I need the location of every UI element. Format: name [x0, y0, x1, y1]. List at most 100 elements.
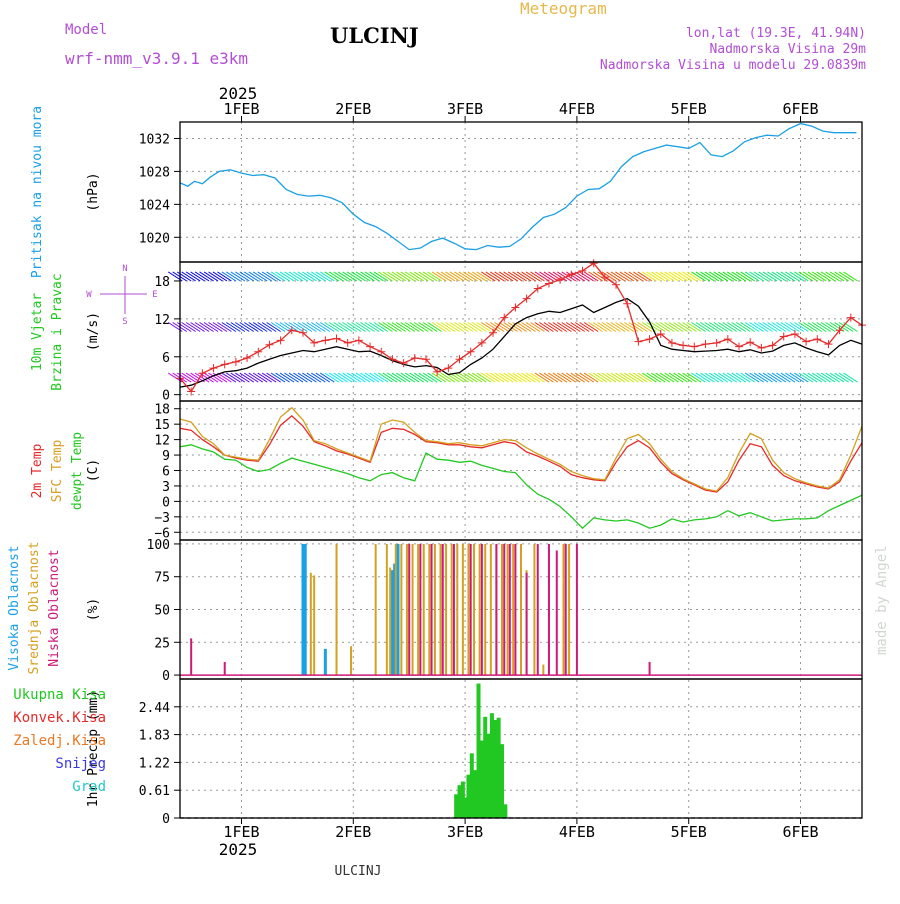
- precip-frame: [179, 678, 863, 819]
- wind-barb: [798, 372, 814, 383]
- clouds-ytick-label: 75: [154, 571, 170, 586]
- wind-barb: [521, 271, 536, 282]
- cloud-bar: [575, 543, 578, 676]
- wind-barb: [226, 322, 241, 332]
- gust-marker: [701, 340, 710, 349]
- wind-barb: [279, 271, 295, 282]
- wind-barb: [767, 271, 782, 282]
- cloud-bar: [374, 543, 377, 676]
- wind-barb: [261, 322, 277, 332]
- wind-barb: [396, 372, 411, 383]
- gust-marker: [410, 354, 419, 363]
- panels: 1020 1024 1028 1032 (hPa) Pritisak na nivou m…: [7, 100, 866, 841]
- wind-barb: [404, 322, 420, 332]
- wind-barb: [239, 322, 255, 332]
- x-tick-bottom-6FEB: 6FEB: [782, 823, 818, 841]
- wind-barb: [744, 322, 760, 332]
- wind-barb: [252, 372, 268, 383]
- wind-barb: [472, 322, 487, 332]
- wind-barb: [369, 322, 384, 332]
- panel-clouds: 0 25 50 75 100 (%) Visoka Oblacnost Srednja Obl…: [7, 538, 863, 684]
- gust-marker: [578, 266, 587, 275]
- gust-marker: [556, 275, 565, 284]
- wind-barb: [749, 322, 764, 332]
- wind-barb: [440, 271, 456, 282]
- wind-barb: [834, 372, 849, 383]
- gust-marker: [477, 338, 486, 347]
- wind-barb: [293, 271, 308, 282]
- wind-barb: [731, 322, 746, 332]
- wind-barb: [217, 271, 232, 282]
- wind-barb: [534, 271, 550, 282]
- wind-barb: [700, 372, 715, 383]
- cloud-bar: [495, 543, 498, 676]
- wind-barb: [530, 271, 545, 282]
- wind-barb: [449, 322, 465, 332]
- wind-barb: [539, 322, 554, 332]
- wind-barb: [753, 372, 769, 383]
- wind-barb: [369, 372, 384, 383]
- wind-barb: [619, 322, 635, 332]
- wind-barb: [771, 271, 787, 282]
- wind-barb: [673, 322, 688, 332]
- gust-marker: [623, 299, 632, 308]
- gust-marker: [813, 335, 822, 344]
- cloud-bar: [508, 543, 511, 676]
- wind-barb: [221, 271, 237, 282]
- wind-barb: [261, 271, 277, 282]
- cloud-bar: [536, 543, 539, 676]
- wind-barb: [843, 372, 858, 383]
- gust-marker: [835, 326, 844, 335]
- wind-barb: [346, 271, 362, 282]
- wind-barb: [516, 271, 532, 282]
- wind-barb: [431, 271, 447, 282]
- wind-barb: [422, 271, 438, 282]
- compass-north: N: [122, 264, 127, 274]
- cloud-bar: [520, 543, 522, 676]
- footer-station: ULCINJ: [335, 864, 382, 879]
- wind-barb: [387, 372, 402, 383]
- wind-barb: [355, 372, 371, 383]
- model-altitude-label: Nadmorska Visina u modelu 29.0839m: [600, 58, 866, 73]
- cloud-bar: [394, 543, 397, 676]
- gust-marker: [522, 294, 531, 303]
- wind-barb: [261, 372, 277, 383]
- wind-barb: [534, 322, 550, 332]
- wind-barb: [252, 271, 268, 282]
- wind-barb: [516, 372, 532, 383]
- gust-marker: [533, 284, 542, 293]
- wind-barb: [530, 322, 545, 332]
- wind-barb: [637, 372, 653, 383]
- wind-barb: [543, 271, 559, 282]
- wind-barb: [740, 271, 755, 282]
- wind-barb: [288, 322, 304, 332]
- wind-barb: [610, 271, 626, 282]
- temperature-series-0: [179, 415, 863, 493]
- gust-marker: [757, 343, 766, 352]
- wind-barb: [422, 372, 438, 383]
- wind-barb: [583, 372, 599, 383]
- cloud-bar: [303, 543, 307, 676]
- wind-barb: [785, 372, 800, 383]
- gust-marker: [723, 335, 732, 344]
- wind-barb: [807, 372, 823, 383]
- cloud-bar: [478, 543, 481, 676]
- wind-barb: [391, 372, 407, 383]
- wind-barb: [771, 372, 787, 383]
- precip-legend-4: Grad: [72, 779, 106, 795]
- wind-barb: [740, 372, 755, 383]
- cloud-bar: [450, 543, 453, 676]
- wind-barb: [673, 372, 688, 383]
- gust-marker: [298, 328, 307, 337]
- cloud-bar: [489, 543, 492, 676]
- gust-marker: [287, 326, 296, 335]
- wind-barb: [619, 271, 635, 282]
- wind-barb: [302, 322, 317, 332]
- wind-barb: [691, 372, 706, 383]
- x-tick-top-5FEB: 5FEB: [671, 100, 707, 118]
- wind-barb: [718, 372, 733, 383]
- gust-marker: [366, 342, 375, 351]
- precip-bar: [473, 770, 478, 818]
- wind-barb: [185, 271, 201, 282]
